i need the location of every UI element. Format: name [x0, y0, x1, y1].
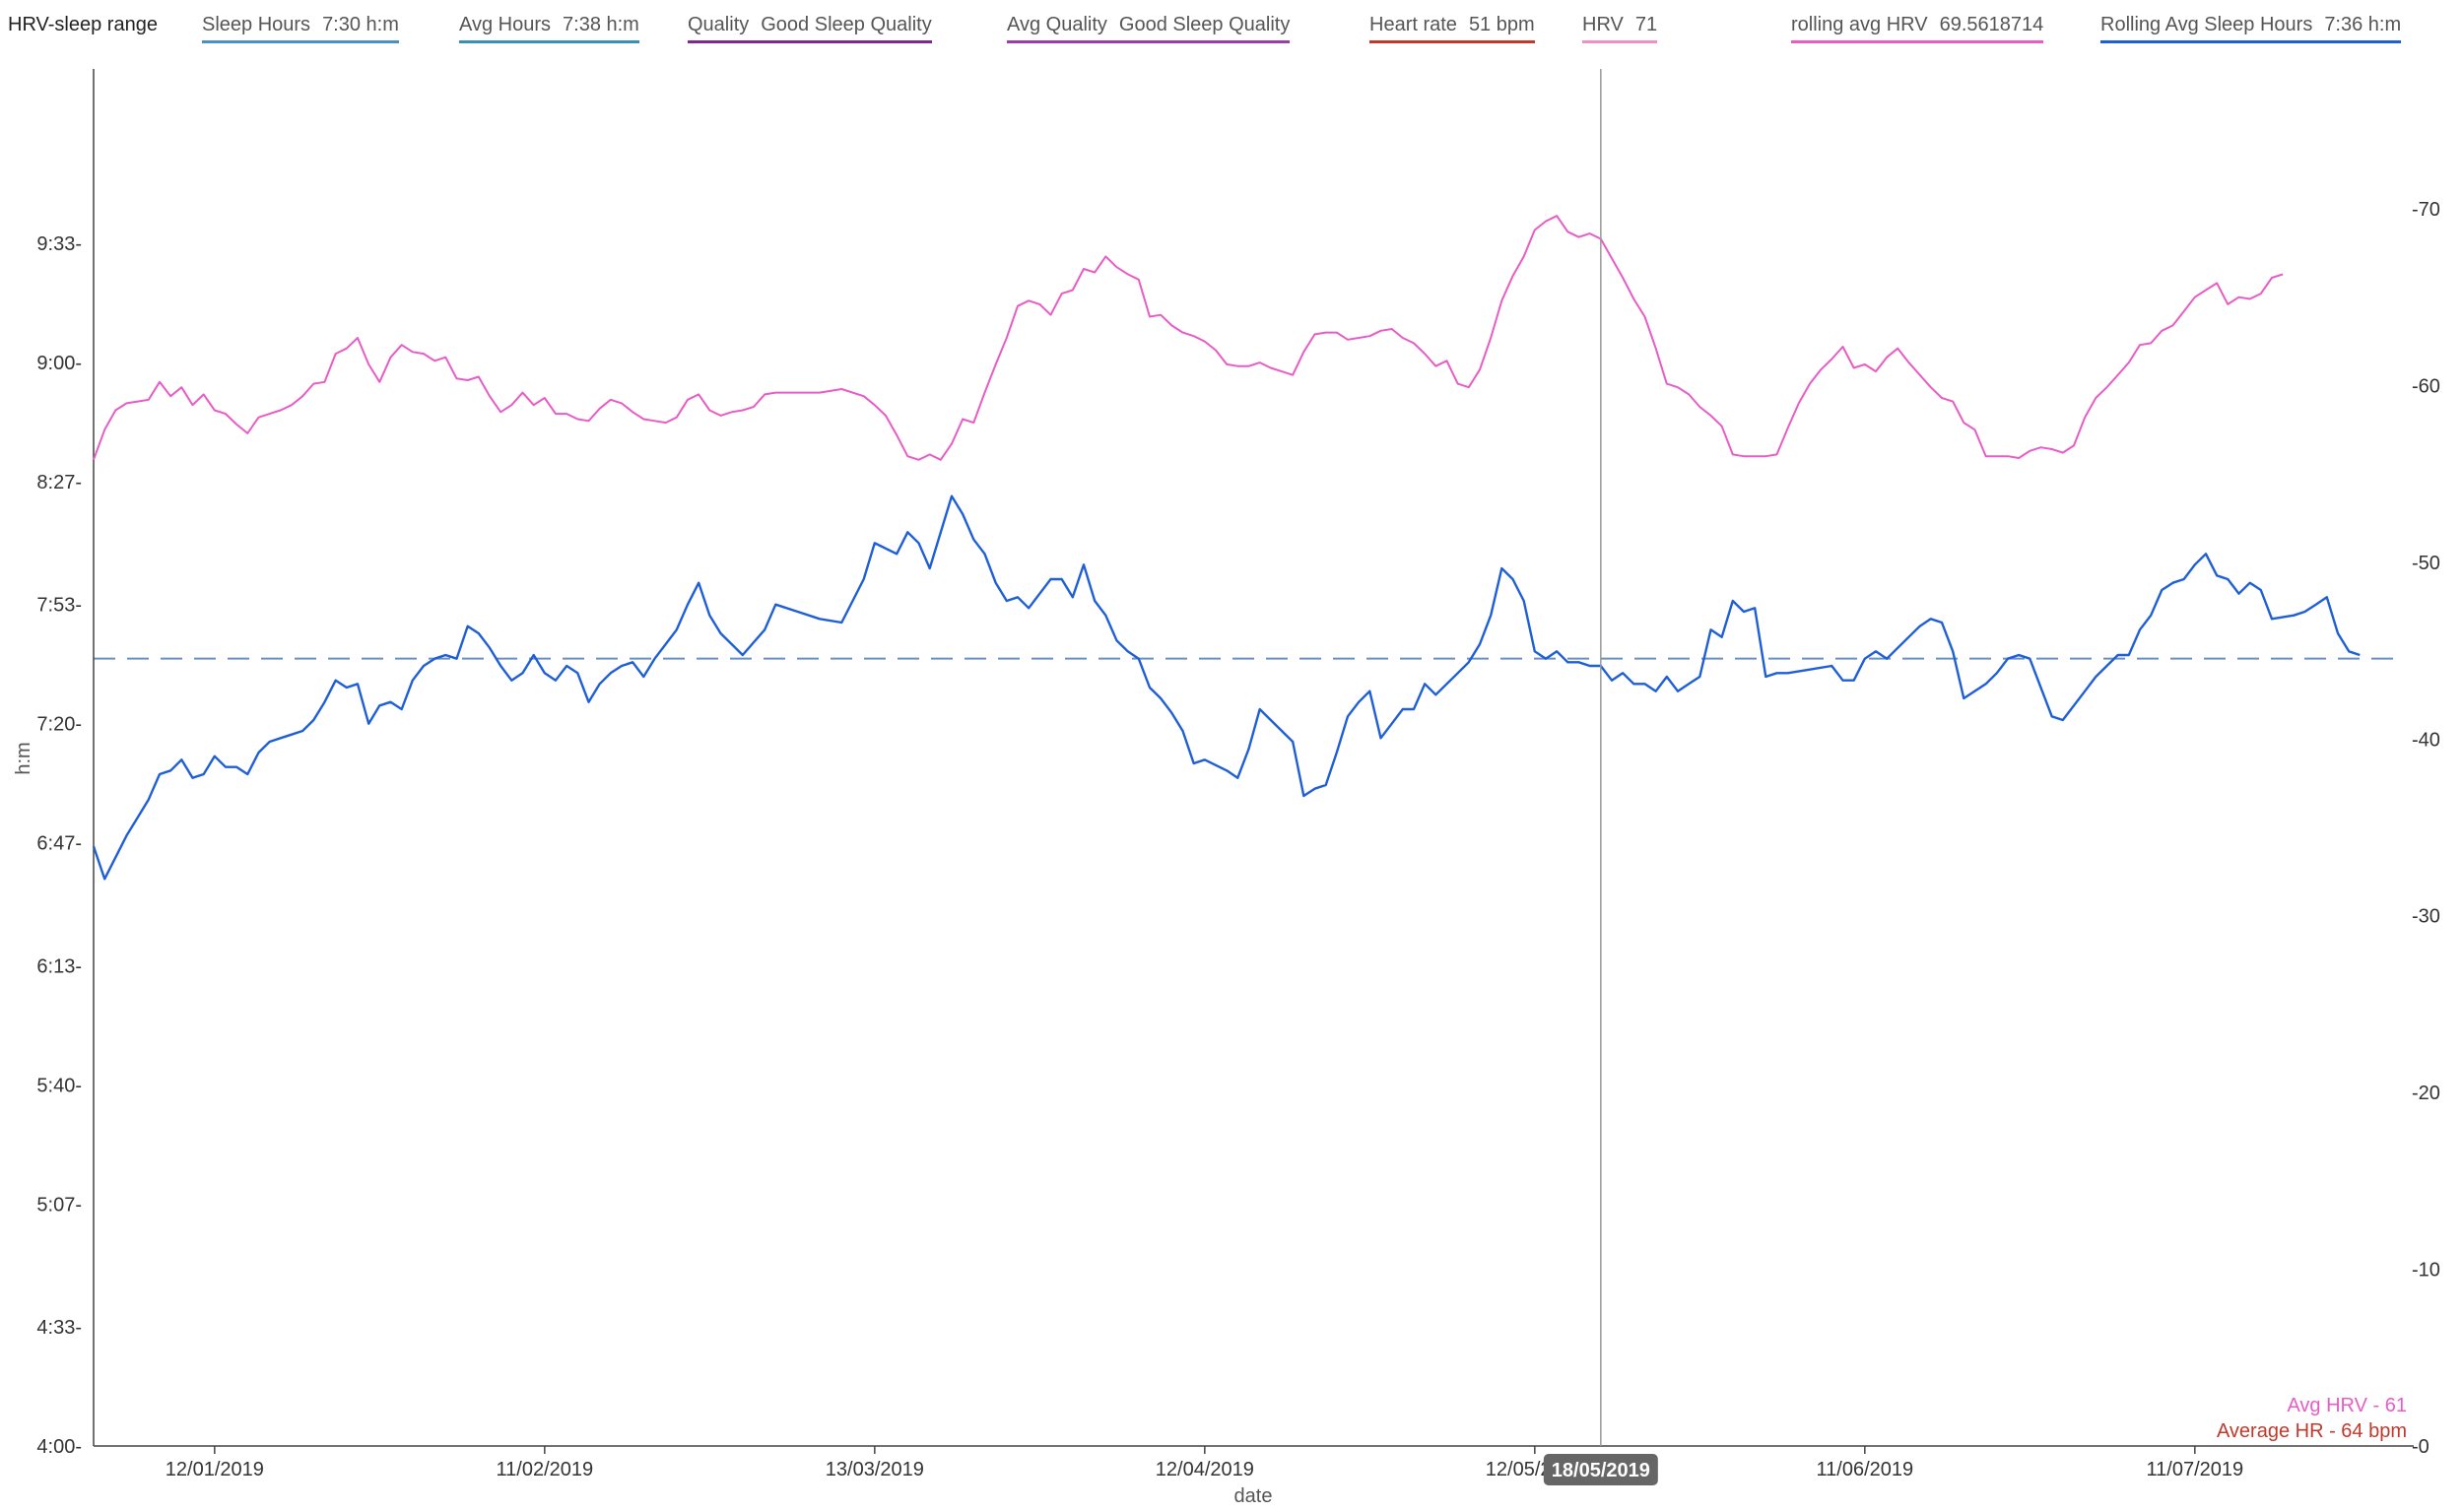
x-tick-label: 12/01/2019: [166, 1459, 264, 1480]
y-left-tick-label: 7:20-: [36, 714, 82, 736]
x-ticks: 12/01/2019 11/02/2019 13/03/2019 12/04/2019…: [166, 1446, 2243, 1480]
cursor-label-bg: [1543, 1454, 1658, 1485]
chart-title: HRV-sleep range: [8, 14, 158, 35]
x-tick-label: 11/06/2019: [1817, 1459, 1914, 1480]
x-tick-label: 11/07/2019: [2147, 1459, 2244, 1480]
legend-item-heart-rate[interactable]: Heart rate 51 bpm: [1369, 14, 1535, 43]
rolling-avg-hrv-line: [93, 215, 2284, 461]
cursor-label: 18/05/2019: [1552, 1460, 1650, 1481]
y-right-ticks: -0 -10 -20 -30 -40 -50 -60 -70: [2412, 199, 2440, 1458]
legend-item-quality[interactable]: Quality Good Sleep Quality: [688, 14, 932, 43]
y-left-tick-label: 6:47-: [36, 833, 82, 855]
y-left-tick-label: 5:40-: [36, 1075, 82, 1096]
y-left-ticks: 4:00- 4:33- 5:07- 5:40- 6:13- 6:47- 7:20- 7:53-…: [36, 233, 82, 1458]
y-right-tick-label: -0: [2412, 1436, 2430, 1458]
y-right-tick-label: -50: [2412, 553, 2440, 574]
rolling-avg-sleep-hours-line: [92, 494, 2361, 881]
legend-item-avg-hours[interactable]: Avg Hours 7:38 h:m: [459, 14, 639, 43]
axes: [93, 69, 2414, 1447]
y-left-tick-label: 9:33-: [36, 233, 82, 255]
hover-cursor: 18/05/2019: [1543, 69, 1658, 1485]
y-right-tick-label: -70: [2412, 199, 2440, 221]
avg-hr-annotation: Average HR - 64 bpm: [2217, 1420, 2407, 1442]
y-left-tick-label: 4:00-: [36, 1436, 82, 1458]
y-right-tick-label: -20: [2412, 1083, 2440, 1104]
y-right-tick-label: -10: [2412, 1260, 2440, 1282]
y-right-tick-label: -60: [2412, 375, 2440, 397]
y-left-tick-label: 7:53-: [36, 595, 82, 617]
legend-item-avg-quality[interactable]: Avg Quality Good Sleep Quality: [1007, 14, 1291, 43]
legend-item-hrv[interactable]: HRV 71: [1582, 14, 1658, 43]
y-right-tick-label: -30: [2412, 906, 2440, 928]
legend-item-sleep-hours[interactable]: Sleep Hours 7:30 h:m: [202, 14, 399, 43]
y-left-tick-label: 5:07-: [36, 1194, 82, 1216]
x-tick-label: 13/03/2019: [826, 1459, 924, 1480]
legend-item-rolling-avg-hrv[interactable]: rolling avg HRV 69.5618714: [1791, 14, 2044, 43]
y-left-tick-label: 6:13-: [36, 955, 82, 977]
y-right-tick-label: -40: [2412, 729, 2440, 751]
x-tick-label: 12/04/2019: [1156, 1459, 1254, 1480]
avg-hrv-annotation: Avg HRV - 61: [2287, 1395, 2407, 1416]
y-axis-title: h:m: [13, 742, 34, 774]
chart-legend: HRV-sleep range Sleep Hours 7:30 h:m Avg …: [0, 0, 2463, 49]
x-tick-label: 11/02/2019: [497, 1459, 594, 1480]
y-left-tick-label: 8:27-: [36, 472, 82, 493]
legend-item-rolling-avg-sleep-hours[interactable]: Rolling Avg Sleep Hours 7:36 h:m: [2100, 14, 2402, 43]
y-left-tick-label: 9:00-: [36, 353, 82, 374]
x-axis-title: date: [1234, 1485, 1273, 1507]
y-left-tick-label: 4:33-: [36, 1317, 82, 1339]
series-layer: [92, 215, 2361, 881]
